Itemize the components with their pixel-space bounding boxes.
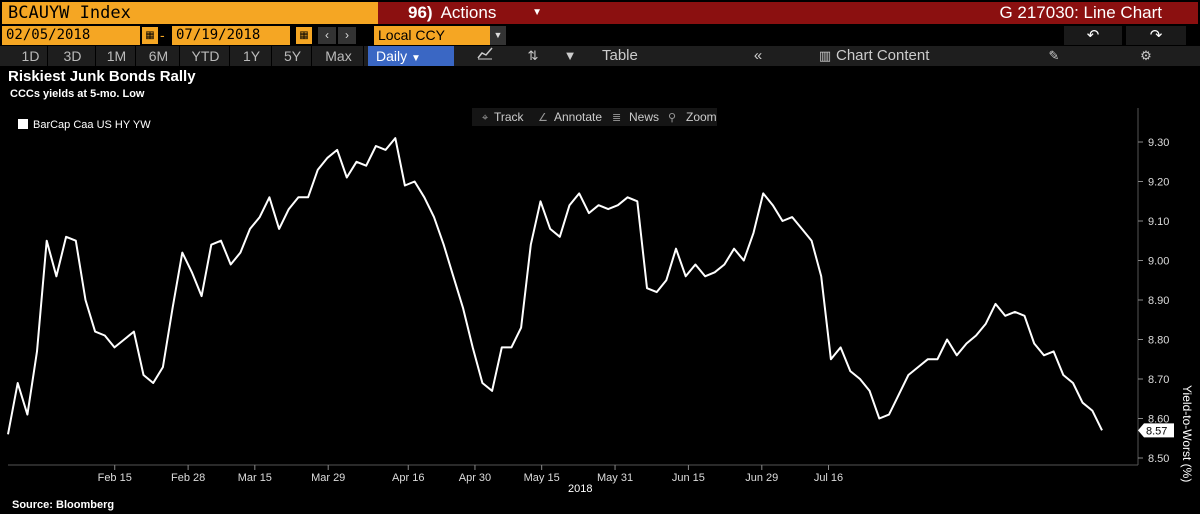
end-date-field[interactable]: 07/19/2018 [172, 26, 290, 45]
legend-label: BarCap Caa US HY YW [33, 119, 151, 131]
news-icon[interactable]: ≣ [612, 112, 621, 124]
y-tick-label: 9.00 [1148, 256, 1169, 268]
edit-icon[interactable]: ✎ [1048, 48, 1060, 63]
x-tick-label: Jun 29 [745, 472, 778, 484]
y-tick-label: 8.50 [1148, 453, 1169, 465]
period-3d-button[interactable]: 3D [50, 46, 96, 66]
period-ytd-button[interactable]: YTD [182, 46, 230, 66]
top-bar: BCAUYW Index 96) Actions ▼ G 217030: Line… [0, 0, 1200, 26]
last-value-box [1138, 423, 1174, 438]
x-tick-label: Jun 15 [672, 472, 705, 484]
date-separator: - [160, 27, 165, 43]
series-group [7, 137, 1103, 435]
calendar-icon[interactable]: ▦ [142, 27, 158, 44]
x-tick-label: Feb 15 [98, 472, 132, 484]
x-tick-label: Mar 29 [311, 472, 345, 484]
y-tick-label: 9.10 [1148, 216, 1169, 228]
last-value-label: 8.57 [1146, 425, 1167, 437]
collapse-icon[interactable]: « [753, 47, 763, 64]
x-tick-label: Apr 30 [459, 472, 491, 484]
chart-subtitle: CCCs yields at 5-mo. Low [10, 88, 145, 100]
start-date-field[interactable]: 02/05/2018 [2, 26, 140, 45]
zoom-icon[interactable]: ⚲ [668, 112, 676, 124]
chart-tools: ⌖ Track ∠ Annotate ≣ News ⚲ Zoom [472, 108, 717, 126]
previous-arrow-icon[interactable]: ‹ [318, 27, 336, 44]
chart-toolbar: 1D 3D 1M 6M YTD 1Y 5Y Max Daily ▼ ⇅ ▼ Ta… [0, 46, 1200, 66]
year-label: 2018 [568, 483, 592, 495]
x-tick-label: Apr 16 [392, 472, 424, 484]
line-chart-icon[interactable] [470, 46, 500, 66]
y-tick-label: 8.70 [1148, 374, 1169, 386]
chart-content-icon[interactable]: ▥ [818, 48, 832, 63]
last-value-marker: 8.57 [1138, 423, 1174, 438]
table-button[interactable]: Table [602, 47, 638, 64]
chevron-down-icon[interactable]: ▼ [490, 26, 506, 45]
annotate-button[interactable]: Annotate [554, 110, 602, 124]
legend: BarCap Caa US HY YW [18, 119, 151, 131]
bar-settings-icon[interactable]: ⇅ [527, 48, 539, 63]
period-1y-button[interactable]: 1Y [232, 46, 272, 66]
period-6m-button[interactable]: 6M [138, 46, 180, 66]
chart-tools-bg [472, 108, 717, 126]
x-axis-ticks: Feb 15 Feb 28 Mar 15 Mar 29 Apr 16 Apr 30 May … [98, 465, 843, 484]
y-axis-label: Yield-to-Worst (%) [1180, 385, 1194, 482]
series-line [7, 137, 1103, 435]
actions-menu[interactable]: 96) Actions ▼ [378, 2, 548, 24]
period-1m-button[interactable]: 1M [98, 46, 136, 66]
y-tick-label: 9.20 [1148, 177, 1169, 189]
currency-field[interactable]: Local CCY [374, 26, 490, 45]
y-tick-label: 8.90 [1148, 295, 1169, 307]
next-arrow-icon[interactable]: › [338, 27, 356, 44]
annotate-icon[interactable]: ∠ [538, 112, 548, 124]
source-note: Source: Bloomberg [12, 499, 115, 511]
redo-icon[interactable]: ↷ [1126, 26, 1186, 45]
calendar-icon[interactable]: ▦ [296, 27, 312, 44]
x-tick-label: May 31 [597, 472, 633, 484]
frequency-dropdown[interactable]: Daily ▼ [368, 46, 454, 66]
graph-title: G 217030: Line Chart [548, 2, 1198, 24]
chevron-down-icon: ▼ [532, 7, 542, 18]
zoom-button[interactable]: Zoom [686, 110, 717, 124]
chevron-down-icon[interactable]: ▼ [563, 48, 577, 63]
ticker-field[interactable]: BCAUYW Index [2, 2, 378, 24]
y-tick-label: 9.30 [1148, 137, 1169, 149]
x-tick-label: May 15 [524, 472, 560, 484]
line-chart[interactable]: BarCap Caa US HY YW ⌖ Track ∠ Annotate ≣… [0, 100, 1200, 500]
chart-content-button[interactable]: Chart Content [836, 47, 930, 64]
chevron-down-icon: ▼ [411, 53, 421, 64]
date-range-bar: 02/05/2018 ▦ - 07/19/2018 ▦ ‹ › Local CC… [0, 26, 1200, 46]
x-tick-label: Jul 16 [814, 472, 843, 484]
track-button[interactable]: Track [494, 110, 525, 124]
period-5y-button[interactable]: 5Y [274, 46, 312, 66]
actions-number: 96) [408, 3, 433, 22]
chart-title: Riskiest Junk Bonds Rally [8, 68, 196, 85]
gear-icon[interactable]: ⚙ [1140, 48, 1152, 63]
track-icon[interactable]: ⌖ [482, 112, 488, 124]
frequency-label: Daily [376, 48, 408, 64]
period-1d-button[interactable]: 1D [14, 46, 48, 66]
x-tick-label: Mar 15 [238, 472, 272, 484]
legend-swatch [18, 119, 28, 129]
y-tick-label: 8.80 [1148, 335, 1169, 347]
y-axis-ticks: 9.30 9.20 9.10 9.00 8.90 8.80 8.70 8.60 8.50 [1138, 137, 1169, 465]
x-tick-label: Feb 28 [171, 472, 205, 484]
y-tick-label: 8.60 [1148, 414, 1169, 426]
period-max-button[interactable]: Max [314, 46, 364, 66]
actions-label: Actions [440, 3, 497, 22]
news-button[interactable]: News [629, 110, 659, 124]
undo-icon[interactable]: ↶ [1064, 26, 1122, 45]
